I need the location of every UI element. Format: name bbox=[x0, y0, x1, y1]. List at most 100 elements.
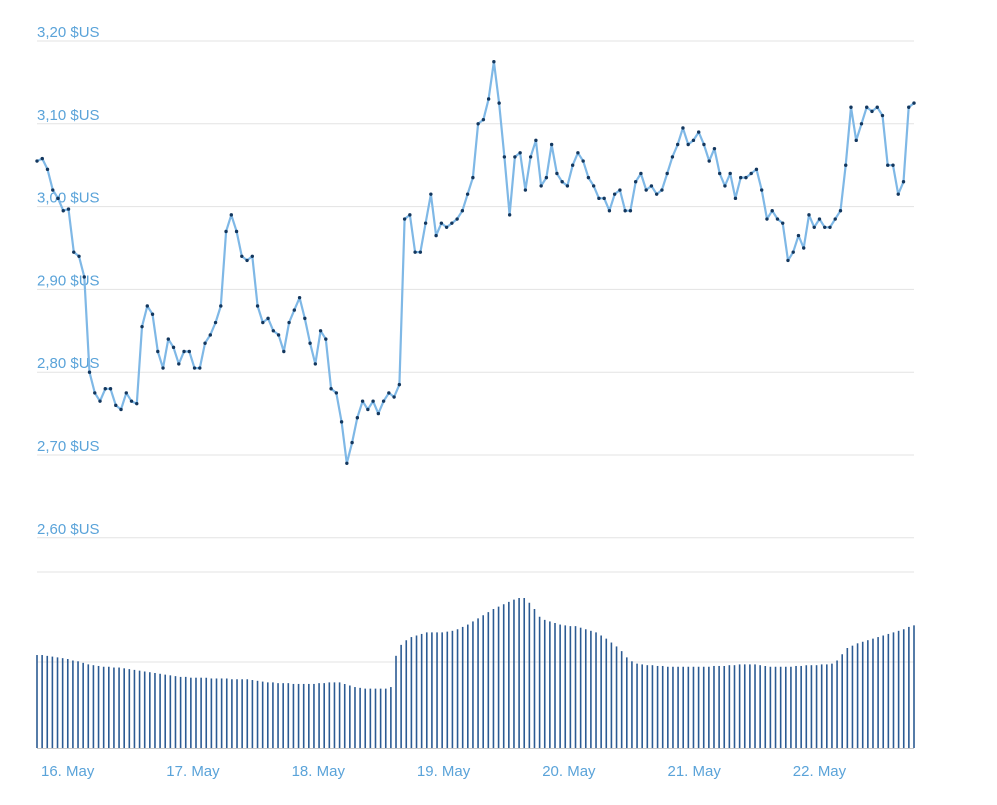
x-tick-label: 22. May bbox=[793, 763, 847, 780]
price-point bbox=[497, 101, 501, 105]
price-point bbox=[828, 225, 832, 229]
price-point bbox=[681, 126, 685, 130]
price-point bbox=[833, 217, 837, 221]
price-point bbox=[187, 349, 191, 354]
price-point bbox=[744, 175, 748, 180]
x-tick-label: 18. May bbox=[292, 763, 346, 780]
price-point bbox=[723, 184, 727, 188]
price-point bbox=[544, 175, 549, 180]
y-tick-label: 3,00 $US bbox=[37, 190, 100, 207]
price-point bbox=[124, 391, 128, 395]
price-point bbox=[150, 312, 155, 316]
price-point bbox=[413, 250, 417, 254]
price-point bbox=[455, 217, 459, 221]
price-point bbox=[618, 188, 622, 192]
price-point bbox=[77, 254, 81, 258]
x-tick-label: 19. May bbox=[417, 763, 471, 780]
price-point bbox=[119, 407, 123, 412]
price-point bbox=[135, 401, 139, 406]
price-point bbox=[161, 366, 165, 370]
price-point bbox=[880, 113, 885, 118]
price-point bbox=[591, 184, 596, 188]
price-point bbox=[907, 105, 911, 109]
price-point bbox=[859, 122, 864, 126]
price-point bbox=[612, 192, 617, 196]
price-point bbox=[318, 329, 323, 333]
price-point bbox=[481, 117, 486, 122]
price-point bbox=[665, 171, 669, 176]
price-point bbox=[303, 316, 307, 321]
price-point bbox=[266, 316, 270, 321]
price-point bbox=[82, 275, 86, 279]
price-point bbox=[203, 341, 207, 345]
price-point bbox=[649, 184, 654, 188]
price-point bbox=[40, 156, 44, 161]
price-point bbox=[429, 192, 433, 196]
price-point bbox=[334, 391, 339, 395]
price-point bbox=[408, 213, 412, 217]
price-point bbox=[345, 461, 349, 465]
price-point bbox=[171, 345, 176, 350]
price-point bbox=[754, 167, 759, 172]
price-point bbox=[439, 221, 444, 225]
price-point bbox=[114, 403, 118, 408]
price-point bbox=[786, 258, 790, 263]
price-point bbox=[292, 308, 297, 312]
y-tick-label: 2,60 $US bbox=[37, 521, 100, 538]
price-point bbox=[733, 196, 738, 201]
price-point bbox=[402, 217, 407, 221]
price-point bbox=[397, 382, 402, 387]
price-point bbox=[129, 399, 134, 403]
price-point bbox=[103, 387, 107, 391]
price-point bbox=[423, 221, 428, 225]
price-point bbox=[98, 399, 102, 403]
price-point bbox=[507, 213, 512, 217]
price-point bbox=[823, 225, 827, 229]
price-point bbox=[229, 213, 234, 217]
price-point bbox=[313, 362, 318, 366]
price-point bbox=[849, 105, 853, 109]
price-point bbox=[471, 175, 475, 180]
price-point bbox=[749, 171, 753, 176]
volume-bars bbox=[36, 598, 915, 749]
price-point bbox=[691, 138, 696, 143]
price-point bbox=[450, 221, 454, 225]
price-point bbox=[492, 60, 496, 64]
price-point bbox=[502, 155, 507, 159]
price-point bbox=[350, 440, 354, 445]
price-point bbox=[444, 225, 449, 229]
price-point bbox=[728, 171, 732, 176]
price-point bbox=[775, 217, 780, 221]
price-point bbox=[660, 188, 664, 192]
price-point bbox=[896, 192, 900, 196]
price-point bbox=[865, 105, 869, 109]
price-point bbox=[166, 337, 170, 341]
price-point bbox=[465, 192, 470, 196]
x-tick-label: 16. May bbox=[41, 763, 95, 780]
date-x-axis: 16. May 17. May 18. May 19. May 20. May 21. M… bbox=[41, 763, 847, 780]
price-point bbox=[639, 171, 643, 176]
price-point bbox=[796, 233, 801, 238]
price-point bbox=[45, 167, 50, 172]
price-point bbox=[707, 159, 711, 163]
price-point bbox=[549, 142, 554, 147]
price-point bbox=[87, 370, 92, 374]
price-point bbox=[781, 221, 785, 225]
price-point bbox=[366, 407, 370, 412]
price-point bbox=[844, 163, 848, 167]
price-point bbox=[901, 180, 906, 184]
price-point bbox=[35, 159, 39, 163]
price-point bbox=[297, 295, 302, 300]
price-point bbox=[192, 366, 197, 370]
x-tick-label: 17. May bbox=[166, 763, 220, 780]
price-point bbox=[392, 395, 396, 399]
price-point bbox=[208, 333, 212, 337]
price-point bbox=[523, 188, 528, 192]
price-point bbox=[607, 209, 612, 213]
price-point bbox=[817, 217, 822, 221]
price-point bbox=[282, 349, 286, 354]
volume-gridlines bbox=[37, 571, 914, 663]
price-point bbox=[807, 213, 811, 217]
price-point bbox=[219, 304, 223, 308]
